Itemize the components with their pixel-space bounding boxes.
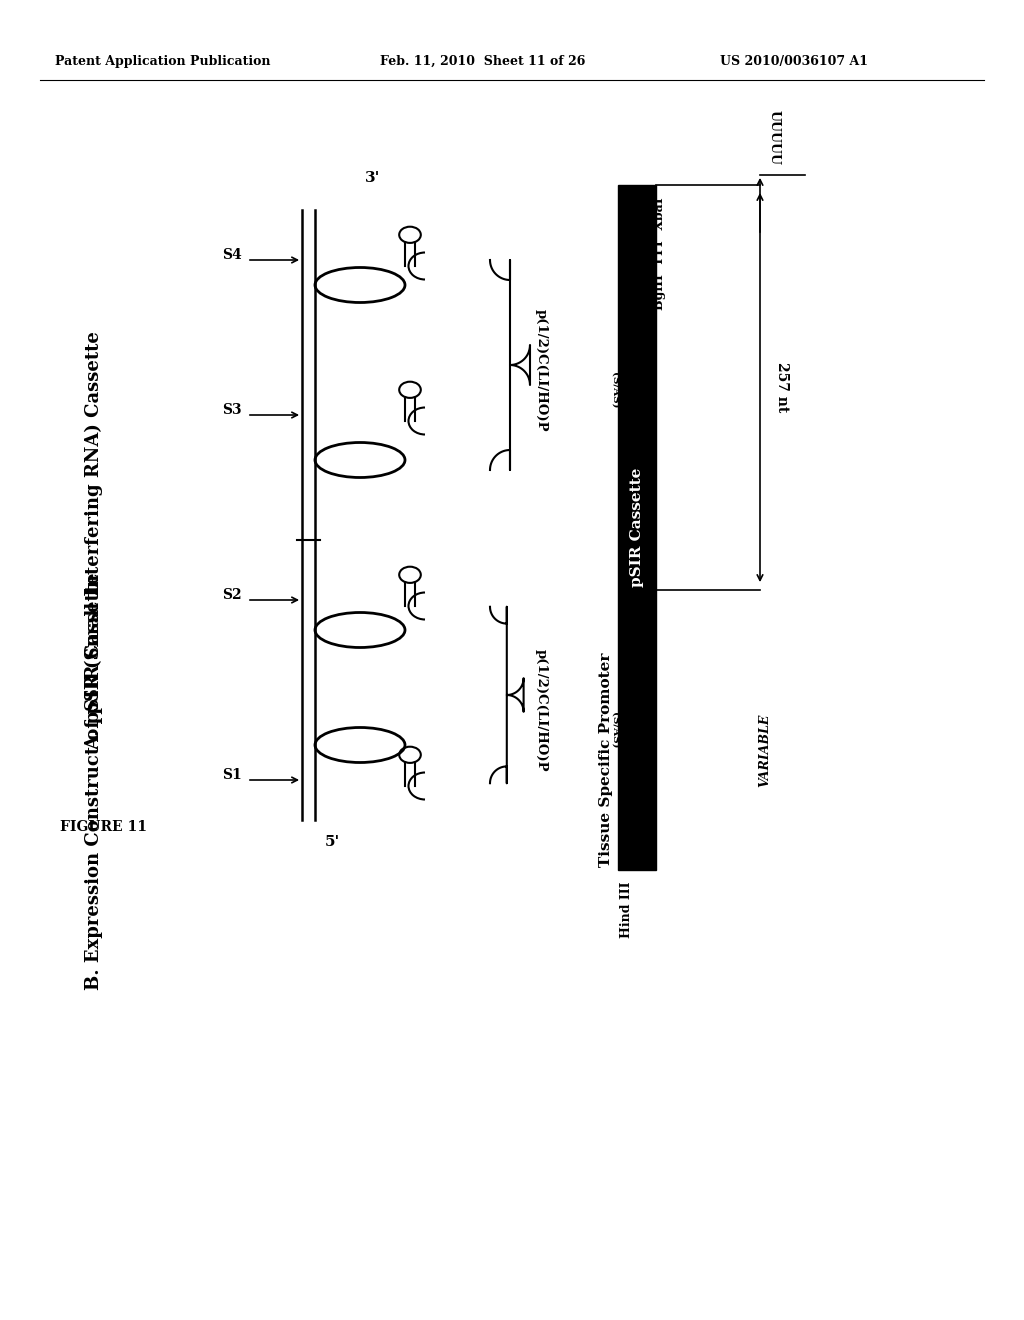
Text: S1: S1: [222, 768, 242, 781]
Text: BglII  TTT  XbaI: BglII TTT XbaI: [653, 197, 666, 310]
Text: Patent Application Publication: Patent Application Publication: [55, 55, 270, 69]
Text: S4: S4: [222, 248, 242, 261]
Text: Feb. 11, 2010  Sheet 11 of 26: Feb. 11, 2010 Sheet 11 of 26: [380, 55, 586, 69]
Text: Tissue Specific Promoter: Tissue Specific Promoter: [599, 653, 613, 867]
Text: S3: S3: [222, 403, 242, 417]
Text: (S/AS): (S/AS): [610, 711, 618, 748]
Text: A. pSIR (Small Interfering RNA) Cassette: A. pSIR (Small Interfering RNA) Cassette: [85, 331, 103, 750]
Bar: [618, 185, 656, 870]
Text: pSIR Cassette: pSIR Cassette: [630, 467, 644, 587]
Text: p(1/2)C(LI/HO)P: p(1/2)C(LI/HO)P: [535, 309, 548, 432]
Text: FIGURE 11: FIGURE 11: [60, 820, 147, 834]
Text: p(1/2)C(LI/HO)P: p(1/2)C(LI/HO)P: [535, 648, 548, 771]
Text: B. Expression Construct of pSIR Cassette: B. Expression Construct of pSIR Cassette: [85, 573, 103, 990]
Text: VARIABLE: VARIABLE: [759, 713, 771, 787]
Text: 257 nt: 257 nt: [775, 363, 790, 413]
Text: US 2010/0036107 A1: US 2010/0036107 A1: [720, 55, 868, 69]
Text: 3': 3': [365, 172, 380, 185]
Text: Hind III: Hind III: [620, 882, 633, 939]
Text: BamHII: BamHII: [620, 602, 633, 657]
Text: (S/AS): (S/AS): [610, 372, 618, 408]
Text: UUUUU: UUUUU: [768, 110, 781, 165]
Text: 5': 5': [325, 836, 340, 849]
Text: S2: S2: [222, 587, 242, 602]
